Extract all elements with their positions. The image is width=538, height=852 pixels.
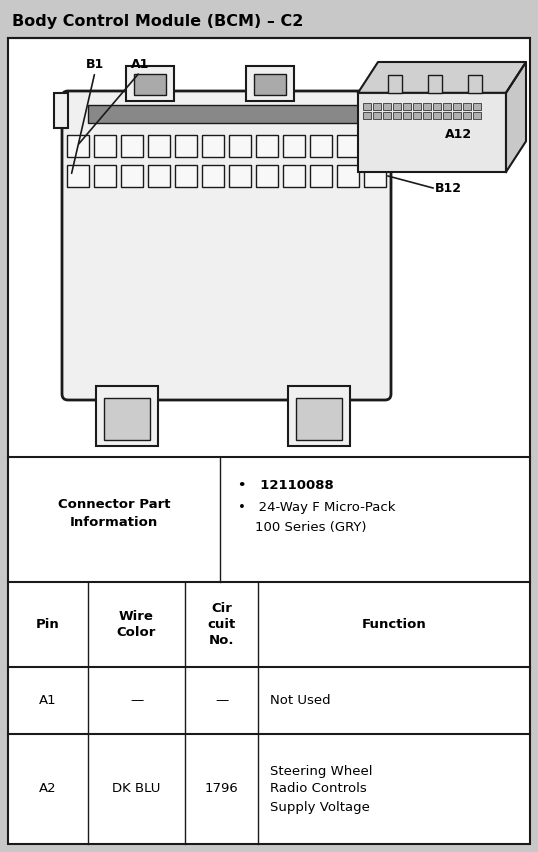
Bar xyxy=(337,165,359,187)
Text: Supply Voltage: Supply Voltage xyxy=(270,801,370,814)
Bar xyxy=(104,398,150,440)
Bar xyxy=(256,165,278,187)
Text: •   12110088: • 12110088 xyxy=(238,479,334,492)
Bar xyxy=(88,105,365,123)
Polygon shape xyxy=(506,62,526,172)
Bar xyxy=(288,386,350,446)
Bar xyxy=(54,93,68,128)
Bar xyxy=(413,112,421,118)
Bar xyxy=(337,135,359,157)
Polygon shape xyxy=(358,62,526,93)
Text: B12: B12 xyxy=(435,181,462,194)
Bar xyxy=(381,93,399,128)
Bar xyxy=(310,165,332,187)
Bar xyxy=(254,74,286,95)
Text: —: — xyxy=(215,694,228,707)
Bar xyxy=(393,103,401,110)
Bar xyxy=(443,112,451,118)
Bar xyxy=(433,103,441,110)
Bar xyxy=(202,135,224,157)
Text: —: — xyxy=(130,694,143,707)
Bar xyxy=(121,135,143,157)
Bar xyxy=(393,112,401,118)
Bar xyxy=(363,103,371,110)
Bar xyxy=(473,112,481,118)
Bar xyxy=(373,103,381,110)
Bar xyxy=(246,66,294,101)
Bar xyxy=(67,135,89,157)
Bar xyxy=(283,135,305,157)
Bar xyxy=(310,135,332,157)
Text: Function: Function xyxy=(362,618,427,631)
Text: Radio Controls: Radio Controls xyxy=(270,782,367,796)
Bar xyxy=(148,165,170,187)
Bar xyxy=(403,103,411,110)
Text: A12: A12 xyxy=(445,128,472,141)
FancyBboxPatch shape xyxy=(62,91,391,400)
Bar xyxy=(283,165,305,187)
Text: Steering Wheel: Steering Wheel xyxy=(270,764,372,778)
Bar xyxy=(364,165,386,187)
Bar xyxy=(383,112,391,118)
Bar xyxy=(229,165,251,187)
Text: Body Control Module (BCM) – C2: Body Control Module (BCM) – C2 xyxy=(12,14,303,29)
Bar xyxy=(175,165,197,187)
Bar xyxy=(373,112,381,118)
Bar xyxy=(0,0,538,8)
Text: •   24-Way F Micro-Pack: • 24-Way F Micro-Pack xyxy=(238,501,395,514)
Bar xyxy=(256,135,278,157)
Text: B1: B1 xyxy=(86,58,104,71)
Bar xyxy=(453,112,461,118)
Bar xyxy=(403,112,411,118)
Bar xyxy=(296,398,342,440)
Bar xyxy=(96,386,158,446)
Bar xyxy=(94,135,116,157)
Bar xyxy=(443,103,451,110)
Bar xyxy=(423,103,431,110)
Bar xyxy=(67,165,89,187)
Bar xyxy=(363,112,371,118)
Bar xyxy=(134,74,166,95)
Text: A1: A1 xyxy=(131,58,149,71)
Bar xyxy=(463,112,471,118)
Text: Pin: Pin xyxy=(36,618,60,631)
Bar xyxy=(175,135,197,157)
Bar xyxy=(433,112,441,118)
Bar xyxy=(388,75,402,93)
Bar xyxy=(413,103,421,110)
Bar xyxy=(121,165,143,187)
Bar xyxy=(468,75,482,93)
Bar xyxy=(148,135,170,157)
Bar xyxy=(453,103,461,110)
Text: 100 Series (GRY): 100 Series (GRY) xyxy=(238,521,366,534)
Bar xyxy=(364,135,386,157)
Text: Wire
Color: Wire Color xyxy=(117,610,156,639)
Bar xyxy=(229,135,251,157)
Bar xyxy=(358,93,506,172)
Text: Cir
cuit
No.: Cir cuit No. xyxy=(207,602,236,647)
Text: Connector Part
Information: Connector Part Information xyxy=(58,498,170,529)
Bar xyxy=(126,66,174,101)
Text: Not Used: Not Used xyxy=(270,694,331,707)
Text: DK BLU: DK BLU xyxy=(112,782,161,796)
Bar xyxy=(428,75,442,93)
Bar xyxy=(202,165,224,187)
Bar xyxy=(94,165,116,187)
Bar xyxy=(473,103,481,110)
Text: 1796: 1796 xyxy=(204,782,238,796)
Bar xyxy=(387,101,397,122)
Bar xyxy=(463,103,471,110)
Text: A1: A1 xyxy=(39,694,57,707)
Bar xyxy=(423,112,431,118)
Text: A2: A2 xyxy=(39,782,57,796)
Bar xyxy=(383,103,391,110)
